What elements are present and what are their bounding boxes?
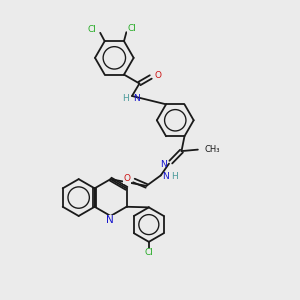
Text: H: H xyxy=(122,94,128,103)
Text: H: H xyxy=(171,172,178,181)
Text: Cl: Cl xyxy=(88,25,97,34)
Text: N: N xyxy=(133,94,140,103)
Text: N: N xyxy=(162,172,169,182)
Text: O: O xyxy=(123,174,130,183)
Text: N: N xyxy=(106,215,114,225)
Text: Cl: Cl xyxy=(128,24,137,33)
Text: N: N xyxy=(160,160,167,169)
Text: Cl: Cl xyxy=(144,248,153,257)
Text: CH₃: CH₃ xyxy=(204,145,220,154)
Text: O: O xyxy=(154,71,161,80)
